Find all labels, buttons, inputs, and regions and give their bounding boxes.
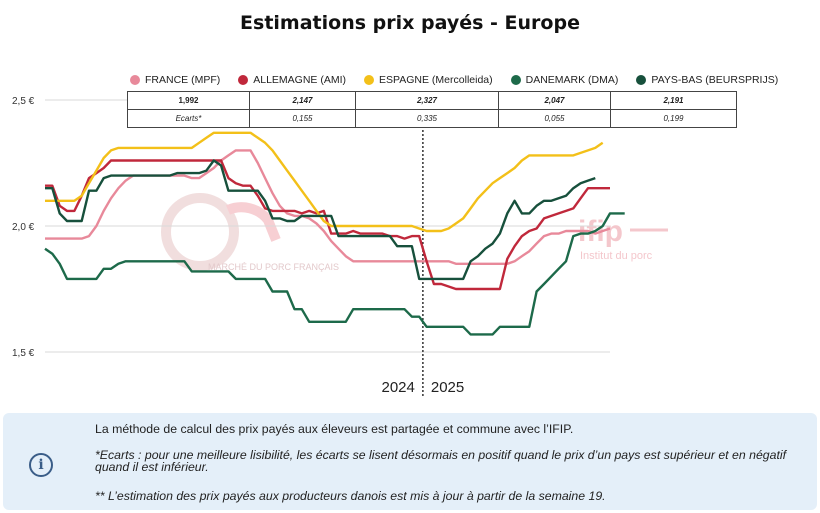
value-pays-bas: 2,191: [610, 91, 737, 110]
y-tick-label: 2,5 €: [12, 96, 35, 107]
value-allemagne: 2,147: [249, 91, 356, 110]
ecart-espagne: 0,335: [355, 109, 499, 128]
watermark-left-text: MARCHÉ DU PORC FRANÇAIS: [208, 262, 339, 272]
chart-legend: FRANCE (MPF) ALLEMAGNE (AMI) ESPAGNE (Merc…: [130, 74, 778, 86]
series-line-2: [45, 131, 604, 233]
info-method-text: La méthode de calcul des prix payés aux …: [95, 422, 574, 436]
chart-title: Estimations prix payés - Europe: [240, 12, 580, 34]
info-denmark-note: ** L’estimation des prix payés aux produ…: [95, 489, 606, 503]
info-panel: i La méthode de calcul des prix payés au…: [3, 413, 817, 510]
legend-label: DANEMARK (DMA): [525, 74, 619, 86]
legend-marker: [130, 75, 140, 85]
legend-label: FRANCE (MPF): [145, 74, 221, 86]
year-label-2024: 2024: [382, 379, 415, 396]
ecarts-label: Ecarts*: [127, 109, 250, 128]
value-espagne: 2,327: [355, 91, 499, 110]
chart-series: [44, 131, 625, 336]
legend-marker: [636, 75, 647, 85]
legend-marker: [238, 75, 249, 85]
legend-item: FRANCE (MPF): [130, 74, 220, 86]
chart-axis-labels: 2,5 € 2,0 € 1,5 € 2024 2025: [12, 96, 464, 396]
ecart-pays-bas: 0,199: [610, 109, 737, 128]
watermark-logo-arc: [226, 202, 281, 242]
legend-marker: [364, 75, 375, 85]
series-line-3: [44, 212, 625, 336]
legend-item: ESPAGNE (Mercolleida): [364, 74, 493, 86]
value-france: 1,992: [127, 91, 250, 110]
year-label-2025: 2025: [431, 379, 464, 396]
info-icon: i: [29, 453, 53, 477]
legend-label: PAYS-BAS (BEURSPRIJS): [651, 74, 779, 86]
value-table: 1,992 2,147 2,327 2,047 2,191 Ecarts* 0,…: [127, 91, 737, 128]
watermark-right-text: Institut du porc: [580, 250, 653, 262]
legend-item: PAYS-BAS (BEURSPRIJS): [636, 74, 778, 86]
series-line-4: [45, 159, 596, 281]
legend-item: ALLEMAGNE (AMI): [238, 74, 346, 86]
ecart-allemagne: 0,155: [249, 109, 356, 128]
series-line-0: [45, 149, 611, 265]
y-tick-label: 1,5 €: [12, 348, 35, 359]
legend-label: ESPAGNE (Mercolleida): [379, 74, 493, 86]
info-ecarts-note: *Ecarts : pour une meilleure lisibilité,…: [95, 448, 787, 474]
legend-label: ALLEMAGNE (AMI): [253, 74, 347, 86]
y-tick-label: 2,0 €: [12, 222, 35, 233]
watermark-logo-ring: [161, 193, 239, 271]
ecart-danemark: 0,055: [498, 109, 611, 128]
chart-grid: [45, 94, 610, 396]
legend-marker: [510, 75, 521, 85]
legend-item: DANEMARK (DMA): [510, 74, 619, 86]
value-danemark: 2,047: [498, 91, 611, 110]
